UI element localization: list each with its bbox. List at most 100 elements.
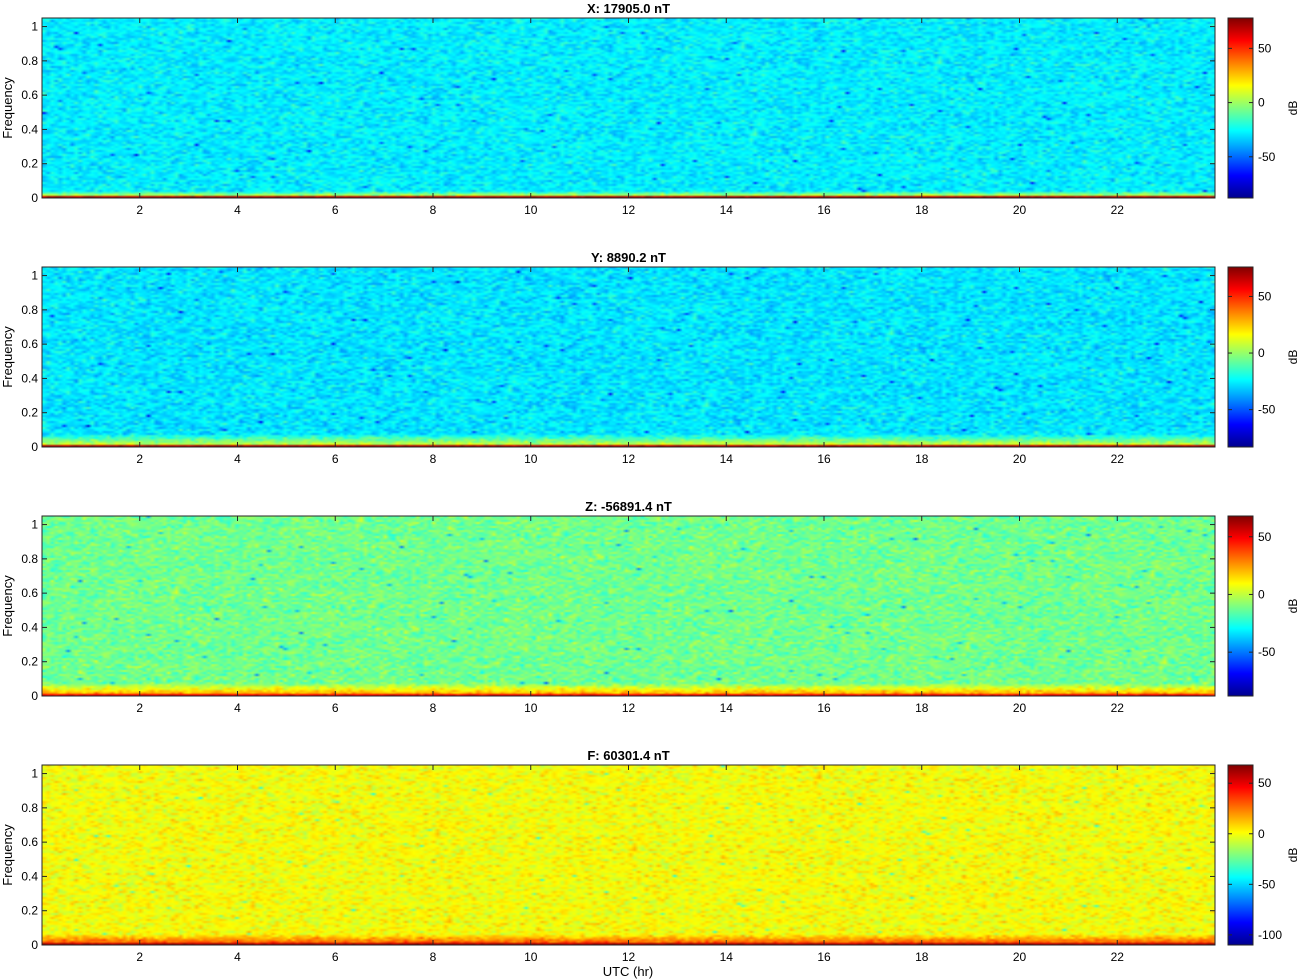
x-tick-label: 14: [720, 203, 734, 217]
y-tick-label: 0.6: [21, 88, 38, 102]
x-tick-label: 4: [234, 950, 241, 964]
y-tick-label: 1: [31, 269, 38, 283]
x-tick-label: 8: [430, 950, 437, 964]
colorbar: [1227, 266, 1254, 448]
y-tick-label: 0.6: [21, 586, 38, 600]
x-tick-label: 22: [1111, 950, 1125, 964]
x-tick-label: 20: [1013, 701, 1027, 715]
x-tick-label: 6: [332, 203, 339, 217]
panel-title: X: 17905.0 nT: [587, 1, 670, 16]
colorbar-tick-label: -100: [1258, 928, 1282, 942]
y-tick-label: 0.2: [21, 406, 38, 420]
x-tick-label: 20: [1013, 950, 1027, 964]
y-tick-label: 0.2: [21, 157, 38, 171]
panel-title: F: 60301.4 nT: [587, 748, 669, 763]
colorbar-tick-label: -50: [1258, 877, 1276, 891]
colorbar: [1227, 515, 1254, 697]
colorbar-tick-label: 0: [1258, 587, 1265, 601]
colorbar-tick-label: 0: [1258, 96, 1265, 110]
y-tick-label: 0.6: [21, 835, 38, 849]
x-tick-label: 20: [1013, 452, 1027, 466]
x-tick-label: 2: [136, 950, 143, 964]
x-tick-label: 14: [720, 452, 734, 466]
y-tick-label: 0.8: [21, 303, 38, 317]
x-tick-label: 22: [1111, 701, 1125, 715]
colorbar: [1227, 17, 1254, 199]
y-axis-label: Frequency: [0, 326, 15, 388]
y-tick-label: 0: [31, 689, 38, 703]
x-tick-label: 2: [136, 452, 143, 466]
x-tick-label: 16: [817, 452, 831, 466]
x-tick-label: 10: [524, 203, 538, 217]
x-tick-label: 18: [915, 203, 929, 217]
x-tick-label: 14: [720, 950, 734, 964]
spectrogram-image: [42, 516, 1215, 696]
y-tick-label: 0.8: [21, 801, 38, 815]
colorbar-tick-label: 50: [1258, 289, 1272, 303]
colorbar-tick-label: -50: [1258, 150, 1276, 164]
y-tick-label: 0.4: [21, 620, 38, 634]
y-axis-label: Frequency: [0, 575, 15, 637]
y-tick-label: 1: [31, 20, 38, 34]
x-tick-label: 14: [720, 701, 734, 715]
x-tick-label: 18: [915, 452, 929, 466]
x-tick-label: 4: [234, 701, 241, 715]
y-tick-label: 0.4: [21, 122, 38, 136]
colorbar: [1227, 764, 1254, 946]
x-tick-label: 12: [622, 452, 636, 466]
x-tick-label: 12: [622, 203, 636, 217]
x-tick-label: 8: [430, 452, 437, 466]
colorbar-tick-label: 0: [1258, 346, 1265, 360]
x-tick-label: 4: [234, 452, 241, 466]
y-tick-label: 0: [31, 938, 38, 952]
x-tick-label: 2: [136, 203, 143, 217]
y-tick-label: 0.2: [21, 655, 38, 669]
y-tick-label: 1: [31, 767, 38, 781]
colorbar-tick-label: 50: [1258, 41, 1272, 55]
y-axis-label: Frequency: [0, 824, 15, 886]
x-tick-label: 22: [1111, 203, 1125, 217]
spectrogram-image: [42, 267, 1215, 447]
y-tick-label: 0.8: [21, 54, 38, 68]
colorbar-tick-label: -50: [1258, 403, 1276, 417]
x-tick-label: 18: [915, 950, 929, 964]
x-tick-label: 16: [817, 203, 831, 217]
panel-title: Z: -56891.4 nT: [585, 499, 672, 514]
x-tick-label: 4: [234, 203, 241, 217]
x-tick-label: 6: [332, 950, 339, 964]
y-tick-label: 0: [31, 440, 38, 454]
y-tick-label: 0.6: [21, 337, 38, 351]
y-tick-label: 0.2: [21, 904, 38, 918]
colorbar-tick-label: 50: [1258, 530, 1272, 544]
spectrogram-image: [42, 18, 1215, 198]
colorbar-label: dB: [1286, 350, 1300, 365]
colorbar-label: dB: [1286, 599, 1300, 614]
panel-title: Y: 8890.2 nT: [591, 250, 666, 265]
y-tick-label: 0.4: [21, 869, 38, 883]
x-tick-label: 2: [136, 701, 143, 715]
x-tick-label: 8: [430, 701, 437, 715]
colorbar-tick-label: -50: [1258, 645, 1276, 659]
x-tick-label: 22: [1111, 452, 1125, 466]
x-tick-label: 10: [524, 701, 538, 715]
x-tick-label: 10: [524, 950, 538, 964]
x-tick-label: 20: [1013, 203, 1027, 217]
x-tick-label: 6: [332, 452, 339, 466]
x-tick-label: 16: [817, 701, 831, 715]
colorbar-tick-label: 50: [1258, 776, 1272, 790]
x-tick-label: 12: [622, 701, 636, 715]
y-axis-label: Frequency: [0, 77, 15, 139]
y-tick-label: 0.4: [21, 371, 38, 385]
spectrogram-image: [42, 765, 1215, 945]
x-tick-label: 16: [817, 950, 831, 964]
y-tick-label: 0: [31, 191, 38, 205]
colorbar-label: dB: [1286, 848, 1300, 863]
figure-xlabel: UTC (hr): [603, 964, 654, 979]
y-tick-label: 1: [31, 518, 38, 532]
x-tick-label: 10: [524, 452, 538, 466]
